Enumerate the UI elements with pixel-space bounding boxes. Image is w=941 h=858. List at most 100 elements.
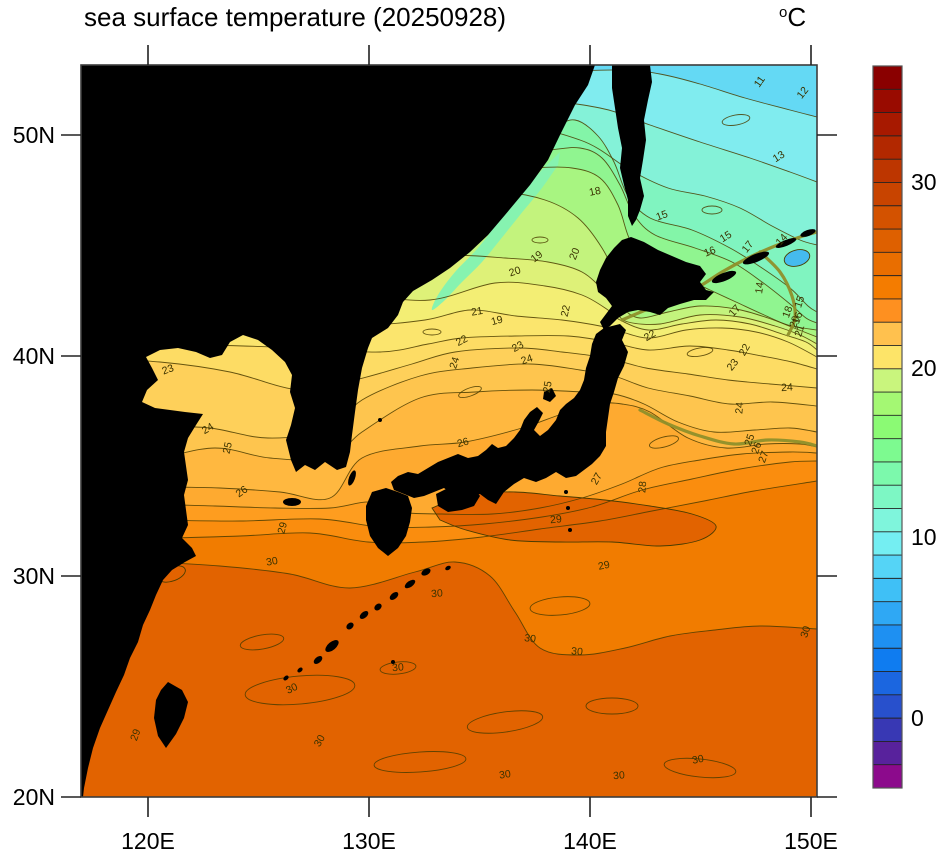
contour-label: 22 (454, 333, 470, 349)
colorbar-segment (873, 601, 902, 626)
contour-label: 30 (613, 769, 626, 782)
contour-line-28 (81, 460, 817, 529)
colorbar-segment (873, 345, 902, 370)
units-letter: C (787, 2, 807, 32)
contour-label: 28 (636, 480, 649, 493)
colorbar-segment (873, 415, 902, 440)
contour-label: 20 (508, 264, 523, 279)
contour-label: 19 (490, 313, 505, 328)
contour-label: 15 (654, 208, 669, 223)
colorbar-tick-label: 10 (911, 524, 937, 550)
land-island (359, 611, 369, 619)
contour-label: 22 (737, 342, 753, 358)
contour-line-29 (81, 480, 817, 544)
contour-label: 21 (470, 305, 484, 319)
contour-ring (458, 385, 482, 399)
colorbar-segment (873, 694, 902, 719)
colorbar-segment (873, 392, 902, 416)
colorbar-labels: 30 20 10 0 (911, 169, 937, 731)
land-island (313, 656, 323, 664)
contour-label: 16 (702, 244, 717, 260)
land-island (283, 675, 289, 681)
colorbar-segment (873, 298, 902, 323)
contour-label: 13 (771, 149, 787, 165)
contour-label: 24 (200, 421, 216, 437)
colorbar-tick-label: 30 (911, 169, 937, 195)
oyashio-cold-spot (783, 249, 811, 267)
land-sado (543, 388, 556, 402)
land-island (391, 660, 395, 664)
land-island (445, 565, 451, 571)
colorbar-segment (873, 275, 902, 300)
contour-ring (585, 697, 639, 715)
land-island (297, 667, 303, 673)
land-island (711, 270, 737, 284)
sea-band-30 (81, 560, 817, 797)
contour-ring (239, 633, 285, 651)
contour-ring (701, 205, 723, 215)
contour-ring (721, 114, 751, 126)
contour-ring (686, 347, 714, 357)
x-axis-label: 130E (342, 828, 396, 854)
colorbar-segment (873, 578, 902, 603)
colorbar-tick-label: 20 (911, 355, 937, 381)
page-title: sea surface temperature (20250928) (84, 2, 507, 32)
colorbar-segment (873, 89, 902, 114)
axis-tick-labels: 120E 130E 140E 150E 50N 40N 30N 20N (13, 122, 838, 854)
y-axis-label: 20N (13, 784, 55, 810)
land-honshu (391, 324, 628, 504)
colorbar-segment (873, 648, 902, 673)
land-island (389, 592, 399, 600)
contour-label: 30 (691, 753, 705, 767)
contour-label: 21 (792, 323, 807, 338)
colorbar-segment (873, 718, 902, 742)
colorbar-segment (873, 66, 902, 90)
contour-label: 25 (742, 432, 757, 447)
land-island (568, 528, 572, 532)
contour-line-30 (81, 559, 817, 656)
contour-label: 25 (541, 380, 555, 394)
landmass (81, 65, 816, 797)
contour-label: 26 (456, 435, 471, 450)
land-mainland (81, 65, 595, 797)
x-axis-label: 120E (121, 828, 175, 854)
contour-label: 30 (312, 733, 328, 749)
colorbar-tick-label: 0 (911, 705, 924, 731)
contour-label: 27 (756, 449, 771, 464)
colorbar-segment (873, 182, 902, 207)
map-frame-rect (80, 64, 818, 798)
contour-ring (529, 596, 591, 616)
contour-label: 24 (733, 401, 746, 414)
contour-ring (466, 710, 544, 734)
land-island (374, 603, 382, 611)
contour-label: 22 (642, 328, 658, 344)
kuroshio-warm-tongue (431, 491, 717, 547)
colorbar-segment (873, 485, 902, 510)
contour-line-27 (81, 451, 817, 515)
contour-line-23 (81, 347, 817, 391)
y-axis-label: 30N (13, 563, 55, 589)
land-island (800, 229, 816, 237)
land-kyushu (366, 488, 412, 556)
colorbar (872, 65, 903, 789)
land-island (775, 238, 797, 248)
contour-label: 29 (597, 559, 611, 573)
contour-label: 30 (571, 645, 584, 658)
colorbar-segment (873, 531, 902, 556)
contour-label: 23 (160, 362, 175, 377)
land-island (378, 418, 382, 422)
contour-label: 16 (790, 310, 805, 325)
x-axis-label: 140E (563, 828, 617, 854)
colorbar-segment (873, 438, 902, 463)
colorbar-segment (873, 135, 902, 160)
contour-ring (373, 751, 467, 773)
contour-ring (649, 435, 679, 449)
contour-label: 24 (447, 355, 462, 370)
land-island (566, 506, 570, 510)
contour-label: 30 (523, 632, 536, 646)
contour-ring (244, 674, 356, 706)
contour-label: 18 (780, 304, 795, 319)
land-island (348, 470, 356, 486)
land-island (325, 640, 339, 652)
